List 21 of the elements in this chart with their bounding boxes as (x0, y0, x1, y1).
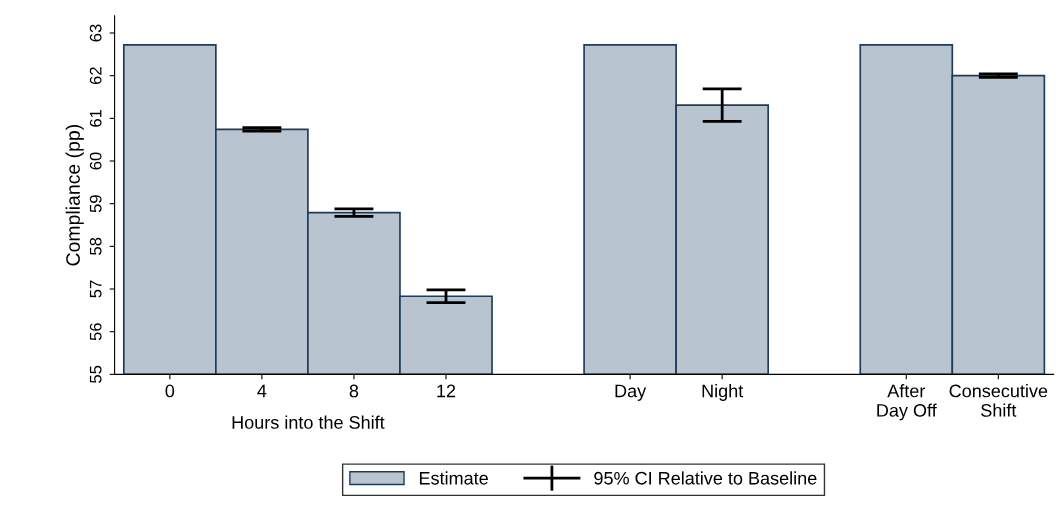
x-tick-label: 0 (165, 384, 175, 398)
y-tick-label: 58 (89, 237, 102, 255)
text: 95% CI Relative to Baseline (594, 471, 817, 485)
y-tick-label: 62 (89, 67, 102, 85)
y-tick-label: 56 (89, 323, 102, 341)
y-tick-label: 57 (89, 280, 102, 298)
x-axis-title: Hours into the Shift (232, 415, 385, 429)
y-tick-label: 59 (89, 195, 102, 213)
x-tick-label: 8 (349, 384, 359, 398)
x-tick-label: Night (702, 384, 744, 401)
y-axis-title: Compliance (pp) (65, 125, 84, 266)
y-tick-label: 60 (89, 152, 102, 170)
x-tick-label: After Day Off (877, 384, 937, 421)
y-tick-label: 61 (89, 109, 102, 127)
x-tick-label: Consecutive Shift (949, 384, 1048, 417)
y-tick-label: 63 (89, 24, 102, 42)
y-tick-label: 55 (89, 365, 102, 383)
x-tick-label: Day (615, 384, 647, 401)
x-tick-label: 4 (257, 384, 267, 398)
legend-label: Estimate (419, 471, 488, 485)
x-tick-label: 12 (437, 384, 456, 398)
